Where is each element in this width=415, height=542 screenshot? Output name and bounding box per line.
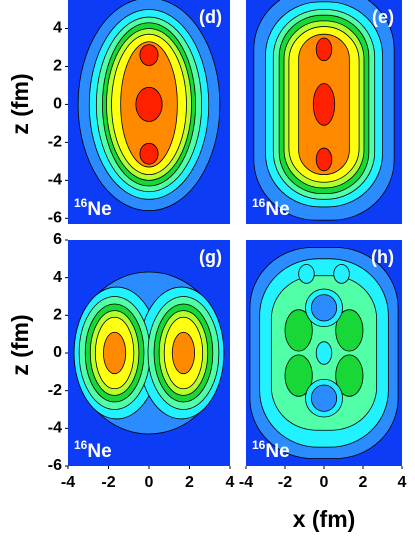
x-tick-label: -4 bbox=[239, 474, 253, 491]
x-tick-label: 2 bbox=[359, 474, 368, 491]
nucleus-symbol: Ne bbox=[265, 441, 289, 462]
x-tick-label: -4 bbox=[61, 474, 75, 491]
contour bbox=[315, 147, 333, 172]
nucleus-label: 16Ne bbox=[252, 438, 290, 462]
x-axis-label: x (fm) bbox=[293, 506, 356, 532]
nucleus-mass: 16 bbox=[74, 196, 88, 210]
y-tick-label: 0 bbox=[53, 344, 62, 361]
contour bbox=[135, 86, 163, 122]
y-axis-label: z (fm) bbox=[7, 73, 33, 134]
contour bbox=[139, 142, 159, 165]
x-tick-label: 0 bbox=[145, 474, 154, 491]
contour bbox=[315, 341, 333, 365]
nucleus-symbol: Ne bbox=[265, 199, 289, 220]
panel bbox=[246, 240, 402, 466]
contour bbox=[284, 354, 313, 397]
nucleus-symbol: Ne bbox=[87, 199, 111, 220]
y-tick-label: 4 bbox=[53, 20, 62, 37]
x-tick-label: 2 bbox=[185, 474, 194, 491]
contour bbox=[310, 384, 338, 412]
y-tick-label: 4 bbox=[53, 269, 62, 286]
x-tick-label: 4 bbox=[226, 474, 235, 491]
x-tick-label: -2 bbox=[101, 474, 115, 491]
y-tick-label: -6 bbox=[48, 457, 62, 474]
y-tick-label: 0 bbox=[53, 96, 62, 113]
contour bbox=[333, 264, 350, 284]
nucleus-label: 16Ne bbox=[252, 196, 290, 220]
y-tick-label: 2 bbox=[53, 58, 62, 75]
nucleus-mass: 16 bbox=[252, 438, 266, 452]
nucleus-mass: 16 bbox=[74, 438, 88, 452]
panel bbox=[246, 0, 402, 224]
y-tick-label: -6 bbox=[48, 210, 62, 227]
panel-label: (h) bbox=[371, 247, 394, 267]
y-tick-label: -2 bbox=[48, 382, 62, 399]
panel bbox=[68, 240, 230, 466]
y-tick-label: 6 bbox=[53, 231, 62, 248]
panel-label: (e) bbox=[372, 7, 394, 27]
contour bbox=[335, 309, 364, 352]
nucleus-label: 16Ne bbox=[74, 196, 112, 220]
contour bbox=[335, 354, 364, 397]
contour bbox=[298, 264, 315, 284]
panel-label: (g) bbox=[199, 247, 222, 267]
nucleus-label: 16Ne bbox=[74, 438, 112, 462]
nucleus-symbol: Ne bbox=[87, 441, 111, 462]
y-tick-label: -2 bbox=[48, 134, 62, 151]
nucleus-mass: 16 bbox=[252, 196, 266, 210]
y-axis-label: z (fm) bbox=[7, 314, 33, 375]
y-tick-label: 2 bbox=[53, 307, 62, 324]
x-tick-label: -2 bbox=[278, 474, 292, 491]
contour bbox=[312, 83, 336, 126]
contour bbox=[139, 44, 159, 66]
x-tick-label: 0 bbox=[320, 474, 329, 491]
panel bbox=[68, 0, 230, 224]
y-tick-label: -4 bbox=[48, 172, 62, 189]
contour bbox=[103, 331, 127, 375]
y-tick-label: -4 bbox=[48, 420, 62, 437]
contour bbox=[171, 331, 195, 375]
contour bbox=[310, 294, 338, 322]
contour bbox=[315, 37, 333, 62]
contour bbox=[284, 309, 313, 352]
panel-label: (d) bbox=[199, 7, 222, 27]
x-tick-label: 4 bbox=[398, 474, 407, 491]
